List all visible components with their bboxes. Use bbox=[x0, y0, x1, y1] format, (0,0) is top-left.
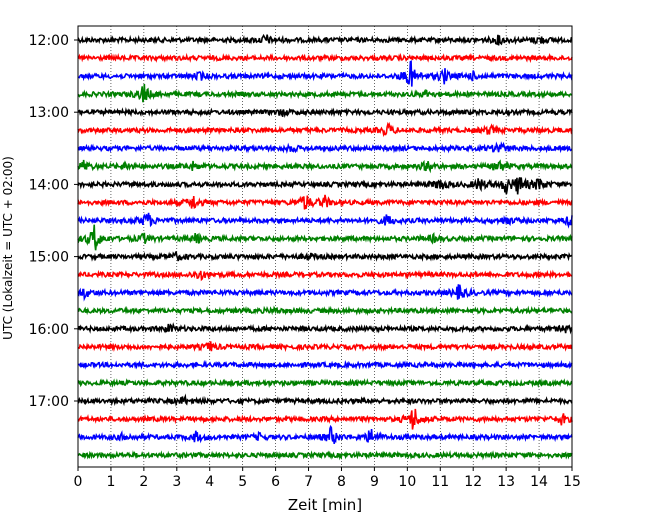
trace-1430 bbox=[77, 212, 573, 229]
y-tick-label: 12:00 bbox=[29, 33, 69, 49]
x-tick-label: 3 bbox=[172, 474, 181, 490]
trace-1400 bbox=[77, 177, 573, 195]
x-tick-label: 10 bbox=[398, 474, 416, 490]
y-tick-label: 15:00 bbox=[29, 250, 69, 266]
x-axis-label: Zeit [min] bbox=[288, 496, 362, 514]
y-tick-label: 14:00 bbox=[29, 177, 69, 193]
x-tick-label: 9 bbox=[370, 474, 379, 490]
x-tick-label: 0 bbox=[74, 474, 83, 490]
plot-frame bbox=[77, 25, 573, 468]
x-tick-label: 13 bbox=[497, 474, 515, 490]
y-tick-label: 17:00 bbox=[29, 394, 69, 410]
y-tick-label: 16:00 bbox=[29, 322, 69, 338]
x-tick-label: 5 bbox=[238, 474, 247, 490]
trace-1215 bbox=[77, 52, 573, 64]
x-tick-label: 14 bbox=[530, 474, 548, 490]
trace-1730 bbox=[77, 424, 573, 445]
y-axis-label: UTC (Lokalzeit = UTC + 02:00) bbox=[1, 156, 15, 340]
trace-1230 bbox=[77, 60, 573, 87]
x-tick-label: 1 bbox=[106, 474, 115, 490]
trace-1515 bbox=[77, 269, 573, 282]
x-tick-label: 6 bbox=[271, 474, 280, 490]
x-tick-label: 2 bbox=[139, 474, 148, 490]
trace-1700 bbox=[77, 393, 573, 407]
trace-1615 bbox=[77, 341, 573, 353]
trace-1200 bbox=[77, 33, 573, 46]
trace-1645 bbox=[77, 377, 573, 389]
x-tick-label: 4 bbox=[205, 474, 214, 490]
x-tick-label: 11 bbox=[431, 474, 449, 490]
axes: 0 1 2 3 4 5 6 7 8 9 10 11 12 13 14 1512:0013:0014:0015:… bbox=[29, 25, 581, 490]
trace-1245 bbox=[77, 83, 573, 103]
y-tick-label: 13:00 bbox=[29, 105, 69, 121]
trace-1715 bbox=[77, 408, 573, 430]
x-tick-label: 7 bbox=[304, 474, 313, 490]
x-tick-label: 12 bbox=[464, 474, 482, 490]
trace-1330 bbox=[77, 141, 573, 154]
x-tick-label: 8 bbox=[337, 474, 346, 490]
trace-1630 bbox=[77, 359, 573, 370]
traces bbox=[77, 33, 573, 461]
trace-1415 bbox=[77, 194, 573, 210]
trace-1745 bbox=[77, 449, 573, 461]
trace-1600 bbox=[77, 322, 573, 335]
trace-1445 bbox=[77, 224, 573, 251]
trace-1300 bbox=[77, 106, 573, 118]
x-tick-label: 15 bbox=[563, 474, 581, 490]
trace-1500 bbox=[77, 251, 573, 262]
trace-1315 bbox=[77, 121, 573, 138]
trace-1530 bbox=[77, 284, 573, 302]
trace-1545 bbox=[77, 305, 573, 316]
trace-1345 bbox=[77, 159, 573, 174]
